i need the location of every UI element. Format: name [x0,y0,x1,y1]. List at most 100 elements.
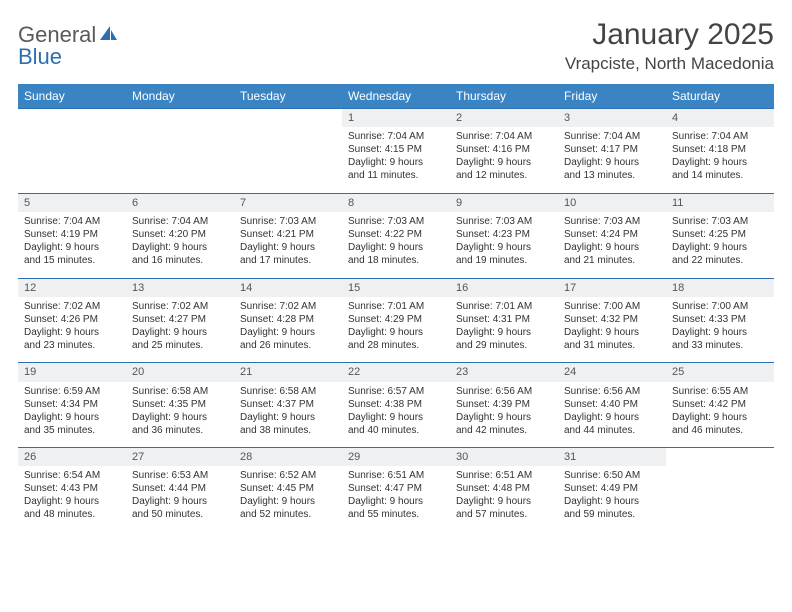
day-detail-cell: Sunrise: 7:03 AMSunset: 4:22 PMDaylight:… [342,212,450,278]
sunrise-text: Sunrise: 7:03 AM [456,215,552,228]
day-detail-cell: Sunrise: 7:03 AMSunset: 4:25 PMDaylight:… [666,212,774,278]
day-detail-cell: Sunrise: 6:56 AMSunset: 4:39 PMDaylight:… [450,382,558,448]
detail-row: Sunrise: 6:54 AMSunset: 4:43 PMDaylight:… [18,466,774,532]
day-number-cell: 20 [126,363,234,382]
daylight-text: and 50 minutes. [132,508,228,521]
sunset-text: Sunset: 4:47 PM [348,482,444,495]
daylight-text: and 28 minutes. [348,339,444,352]
sunrise-text: Sunrise: 7:02 AM [132,300,228,313]
day-number-cell: 2 [450,109,558,128]
day-detail-cell: Sunrise: 7:04 AMSunset: 4:15 PMDaylight:… [342,127,450,193]
sunset-text: Sunset: 4:17 PM [564,143,660,156]
daylight-text: and 18 minutes. [348,254,444,267]
daynum-row: 12131415161718 [18,278,774,297]
sunset-text: Sunset: 4:40 PM [564,398,660,411]
day-number: 16 [456,282,468,294]
daylight-text: Daylight: 9 hours [132,326,228,339]
day-number-cell: 26 [18,448,126,467]
sunrise-text: Sunrise: 7:04 AM [24,215,120,228]
daylight-text: Daylight: 9 hours [348,156,444,169]
sunset-text: Sunset: 4:44 PM [132,482,228,495]
daylight-text: Daylight: 9 hours [564,326,660,339]
sunset-text: Sunset: 4:34 PM [24,398,120,411]
day-detail-cell: Sunrise: 6:51 AMSunset: 4:48 PMDaylight:… [450,466,558,532]
sunset-text: Sunset: 4:15 PM [348,143,444,156]
sunset-text: Sunset: 4:32 PM [564,313,660,326]
sunrise-text: Sunrise: 7:00 AM [672,300,768,313]
day-number-cell: 23 [450,363,558,382]
daylight-text: and 48 minutes. [24,508,120,521]
sunset-text: Sunset: 4:22 PM [348,228,444,241]
sunrise-text: Sunrise: 6:59 AM [24,385,120,398]
sunrise-text: Sunrise: 6:58 AM [132,385,228,398]
weekday-header: Sunday [18,84,126,109]
daylight-text: and 40 minutes. [348,424,444,437]
day-number: 30 [456,451,468,463]
day-number-cell: 14 [234,278,342,297]
daylight-text: and 21 minutes. [564,254,660,267]
daylight-text: Daylight: 9 hours [456,411,552,424]
sunrise-text: Sunrise: 6:50 AM [564,469,660,482]
sunrise-text: Sunrise: 7:03 AM [240,215,336,228]
day-detail-cell: Sunrise: 6:51 AMSunset: 4:47 PMDaylight:… [342,466,450,532]
day-detail-cell: Sunrise: 6:58 AMSunset: 4:35 PMDaylight:… [126,382,234,448]
sunset-text: Sunset: 4:23 PM [456,228,552,241]
weekday-header: Wednesday [342,84,450,109]
day-number-cell: 4 [666,109,774,128]
daylight-text: and 25 minutes. [132,339,228,352]
location: Vrapciste, North Macedonia [565,54,774,74]
detail-row: Sunrise: 7:04 AMSunset: 4:15 PMDaylight:… [18,127,774,193]
daylight-text: and 35 minutes. [24,424,120,437]
daylight-text: Daylight: 9 hours [564,411,660,424]
day-number: 29 [348,451,360,463]
daylight-text: Daylight: 9 hours [132,495,228,508]
day-number: 23 [456,366,468,378]
day-number: 5 [24,197,30,209]
sunrise-text: Sunrise: 7:01 AM [348,300,444,313]
day-detail-cell: Sunrise: 6:53 AMSunset: 4:44 PMDaylight:… [126,466,234,532]
sunset-text: Sunset: 4:38 PM [348,398,444,411]
daylight-text: Daylight: 9 hours [348,326,444,339]
day-detail-cell: Sunrise: 7:04 AMSunset: 4:16 PMDaylight:… [450,127,558,193]
sunrise-text: Sunrise: 6:52 AM [240,469,336,482]
day-detail-cell: Sunrise: 7:00 AMSunset: 4:32 PMDaylight:… [558,297,666,363]
day-detail-cell: Sunrise: 7:04 AMSunset: 4:20 PMDaylight:… [126,212,234,278]
daylight-text: Daylight: 9 hours [672,156,768,169]
sunrise-text: Sunrise: 6:51 AM [456,469,552,482]
sunset-text: Sunset: 4:18 PM [672,143,768,156]
day-number-cell: 1 [342,109,450,128]
weekday-header: Monday [126,84,234,109]
daylight-text: and 36 minutes. [132,424,228,437]
month-title: January 2025 [565,18,774,52]
daylight-text: and 42 minutes. [456,424,552,437]
day-number-cell: 9 [450,193,558,212]
day-number-cell: 24 [558,363,666,382]
day-detail-cell: Sunrise: 7:02 AMSunset: 4:26 PMDaylight:… [18,297,126,363]
daylight-text: Daylight: 9 hours [564,495,660,508]
day-number: 25 [672,366,684,378]
daylight-text: Daylight: 9 hours [240,411,336,424]
day-number: 22 [348,366,360,378]
sunrise-text: Sunrise: 7:04 AM [348,130,444,143]
day-number: 15 [348,282,360,294]
sunrise-text: Sunrise: 6:53 AM [132,469,228,482]
day-detail-cell: Sunrise: 6:54 AMSunset: 4:43 PMDaylight:… [18,466,126,532]
daylight-text: Daylight: 9 hours [456,156,552,169]
day-number-cell: 28 [234,448,342,467]
day-number: 11 [672,197,683,209]
daylight-text: and 19 minutes. [456,254,552,267]
day-number-cell: 12 [18,278,126,297]
sunset-text: Sunset: 4:49 PM [564,482,660,495]
daylight-text: Daylight: 9 hours [24,326,120,339]
day-detail-cell [666,466,774,532]
header: General January 2025 Vrapciste, North Ma… [18,18,774,74]
day-detail-cell: Sunrise: 7:04 AMSunset: 4:17 PMDaylight:… [558,127,666,193]
sunset-text: Sunset: 4:16 PM [456,143,552,156]
day-number: 21 [240,366,252,378]
sunset-text: Sunset: 4:37 PM [240,398,336,411]
sail-icon [98,22,118,48]
day-number-cell: 31 [558,448,666,467]
day-number: 31 [564,451,576,463]
daylight-text: and 33 minutes. [672,339,768,352]
logo-text-2: Blue [18,44,62,70]
